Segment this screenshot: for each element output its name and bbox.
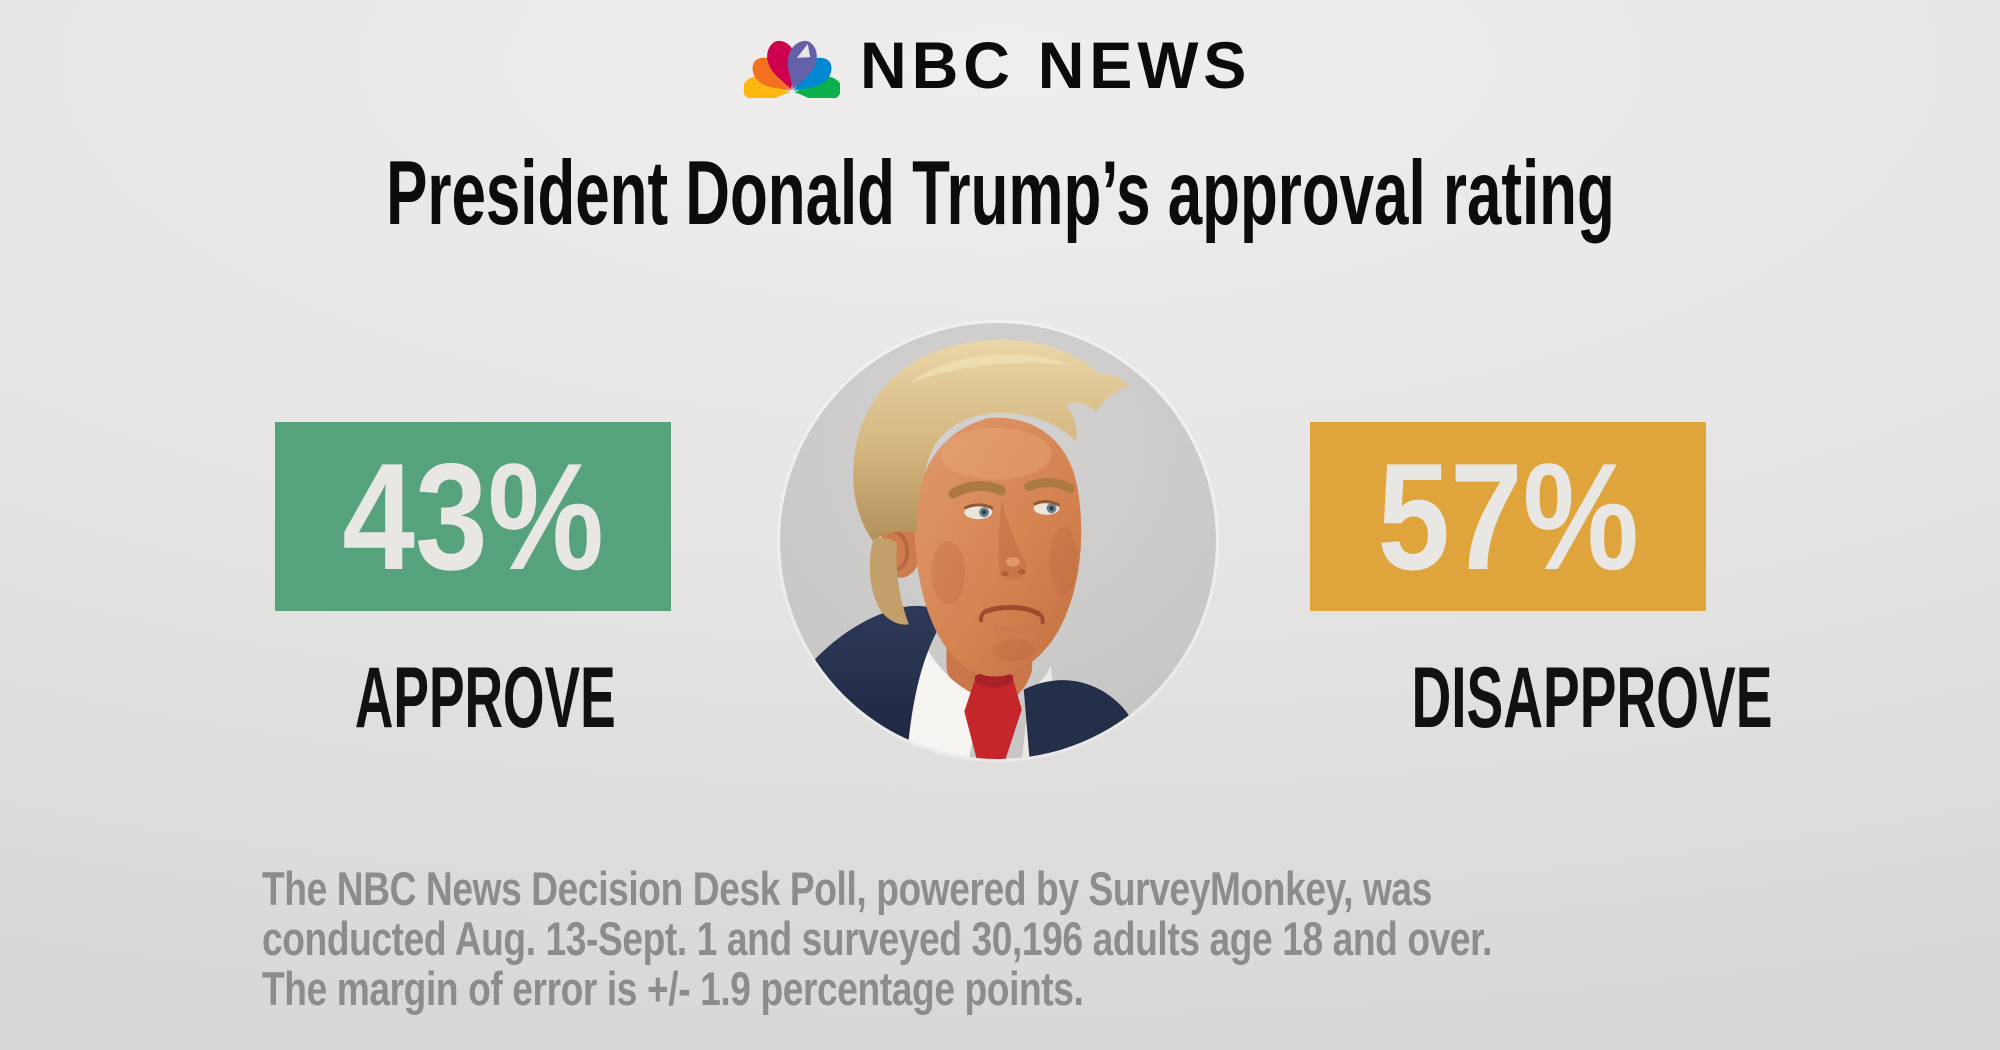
footnote-line: conducted Aug. 13-Sept. 1 and surveyed 3… [262, 912, 1493, 965]
disapprove-label: DISAPPROVE [1411, 650, 1773, 746]
approve-stat-box: 43% [275, 422, 671, 611]
nbc-peacock-icon [744, 37, 841, 98]
approve-value: 43% [342, 431, 604, 602]
page-title-text: President Donald Trump’s approval rating [385, 143, 1615, 244]
footnote-line: The margin of error is +/- 1.9 percentag… [262, 962, 1084, 1015]
trump-portrait-image [780, 323, 1216, 759]
disapprove-value: 57% [1377, 431, 1639, 602]
disapprove-stat-box: 57% [1310, 422, 1706, 611]
nbc-logo: NBC NEWS [0, 28, 2000, 102]
approve-label: APPROVE [354, 650, 616, 746]
footnote-line: The NBC News Decision Desk Poll, powered… [262, 862, 1432, 915]
page-title: President Donald Trump’s approval rating [0, 146, 2000, 242]
brand-wordmark: NBC NEWS [860, 28, 1252, 102]
footnote: The NBC News Decision Desk Poll, powered… [262, 864, 1819, 1014]
